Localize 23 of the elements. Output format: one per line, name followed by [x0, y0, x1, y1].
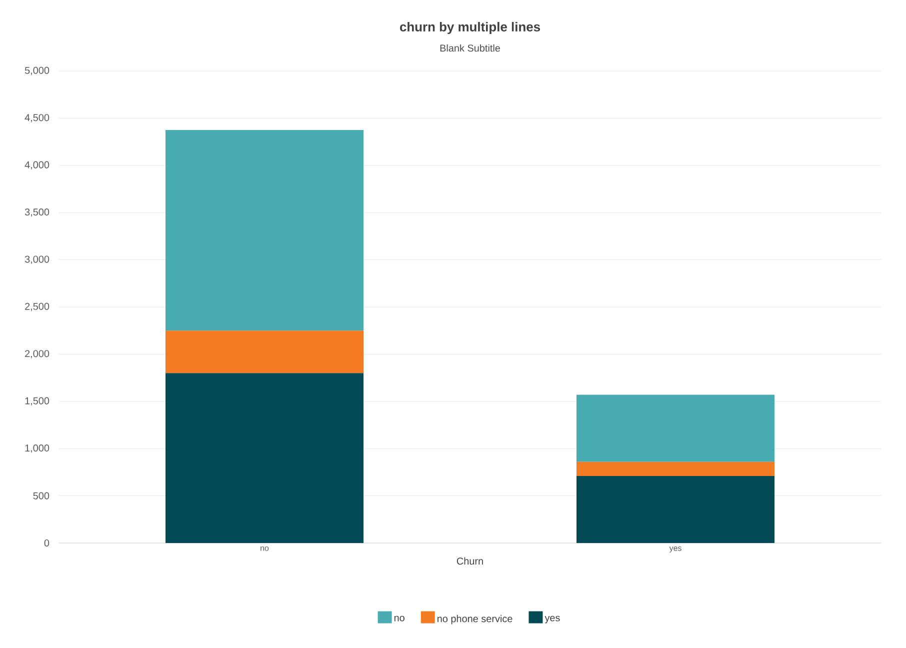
y-tick-label: 2,000: [25, 350, 50, 358]
x-axis-title: Churn: [456, 557, 483, 565]
y-tick-label: 3,500: [24, 208, 50, 217]
y-tick-label: 5,000: [24, 66, 50, 76]
y-tick-label: 500: [33, 492, 50, 500]
legend-label: yes: [544, 616, 560, 624]
y-tick-label: 4,000: [24, 161, 50, 170]
y-tick-label: 4,500: [24, 114, 50, 122]
bar: [576, 462, 775, 476]
y-tick-label: 1,000: [25, 444, 50, 453]
bar: [166, 330, 364, 374]
y-tick-label: 1,500: [25, 397, 50, 406]
bar: [166, 373, 364, 543]
bar: [576, 476, 775, 543]
y-tick-label: 0: [44, 539, 50, 547]
y-tick-label: 2,500: [25, 302, 50, 312]
legend-label: no phone service: [438, 614, 512, 624]
chart-subtitle: Blank Subtitle: [440, 44, 500, 52]
y-tick-label: 3,000: [24, 256, 50, 264]
bar: [576, 394, 775, 462]
chart-title: churn by multiple lines: [400, 22, 540, 34]
legend-label: no: [394, 616, 404, 622]
bar: [166, 130, 364, 331]
